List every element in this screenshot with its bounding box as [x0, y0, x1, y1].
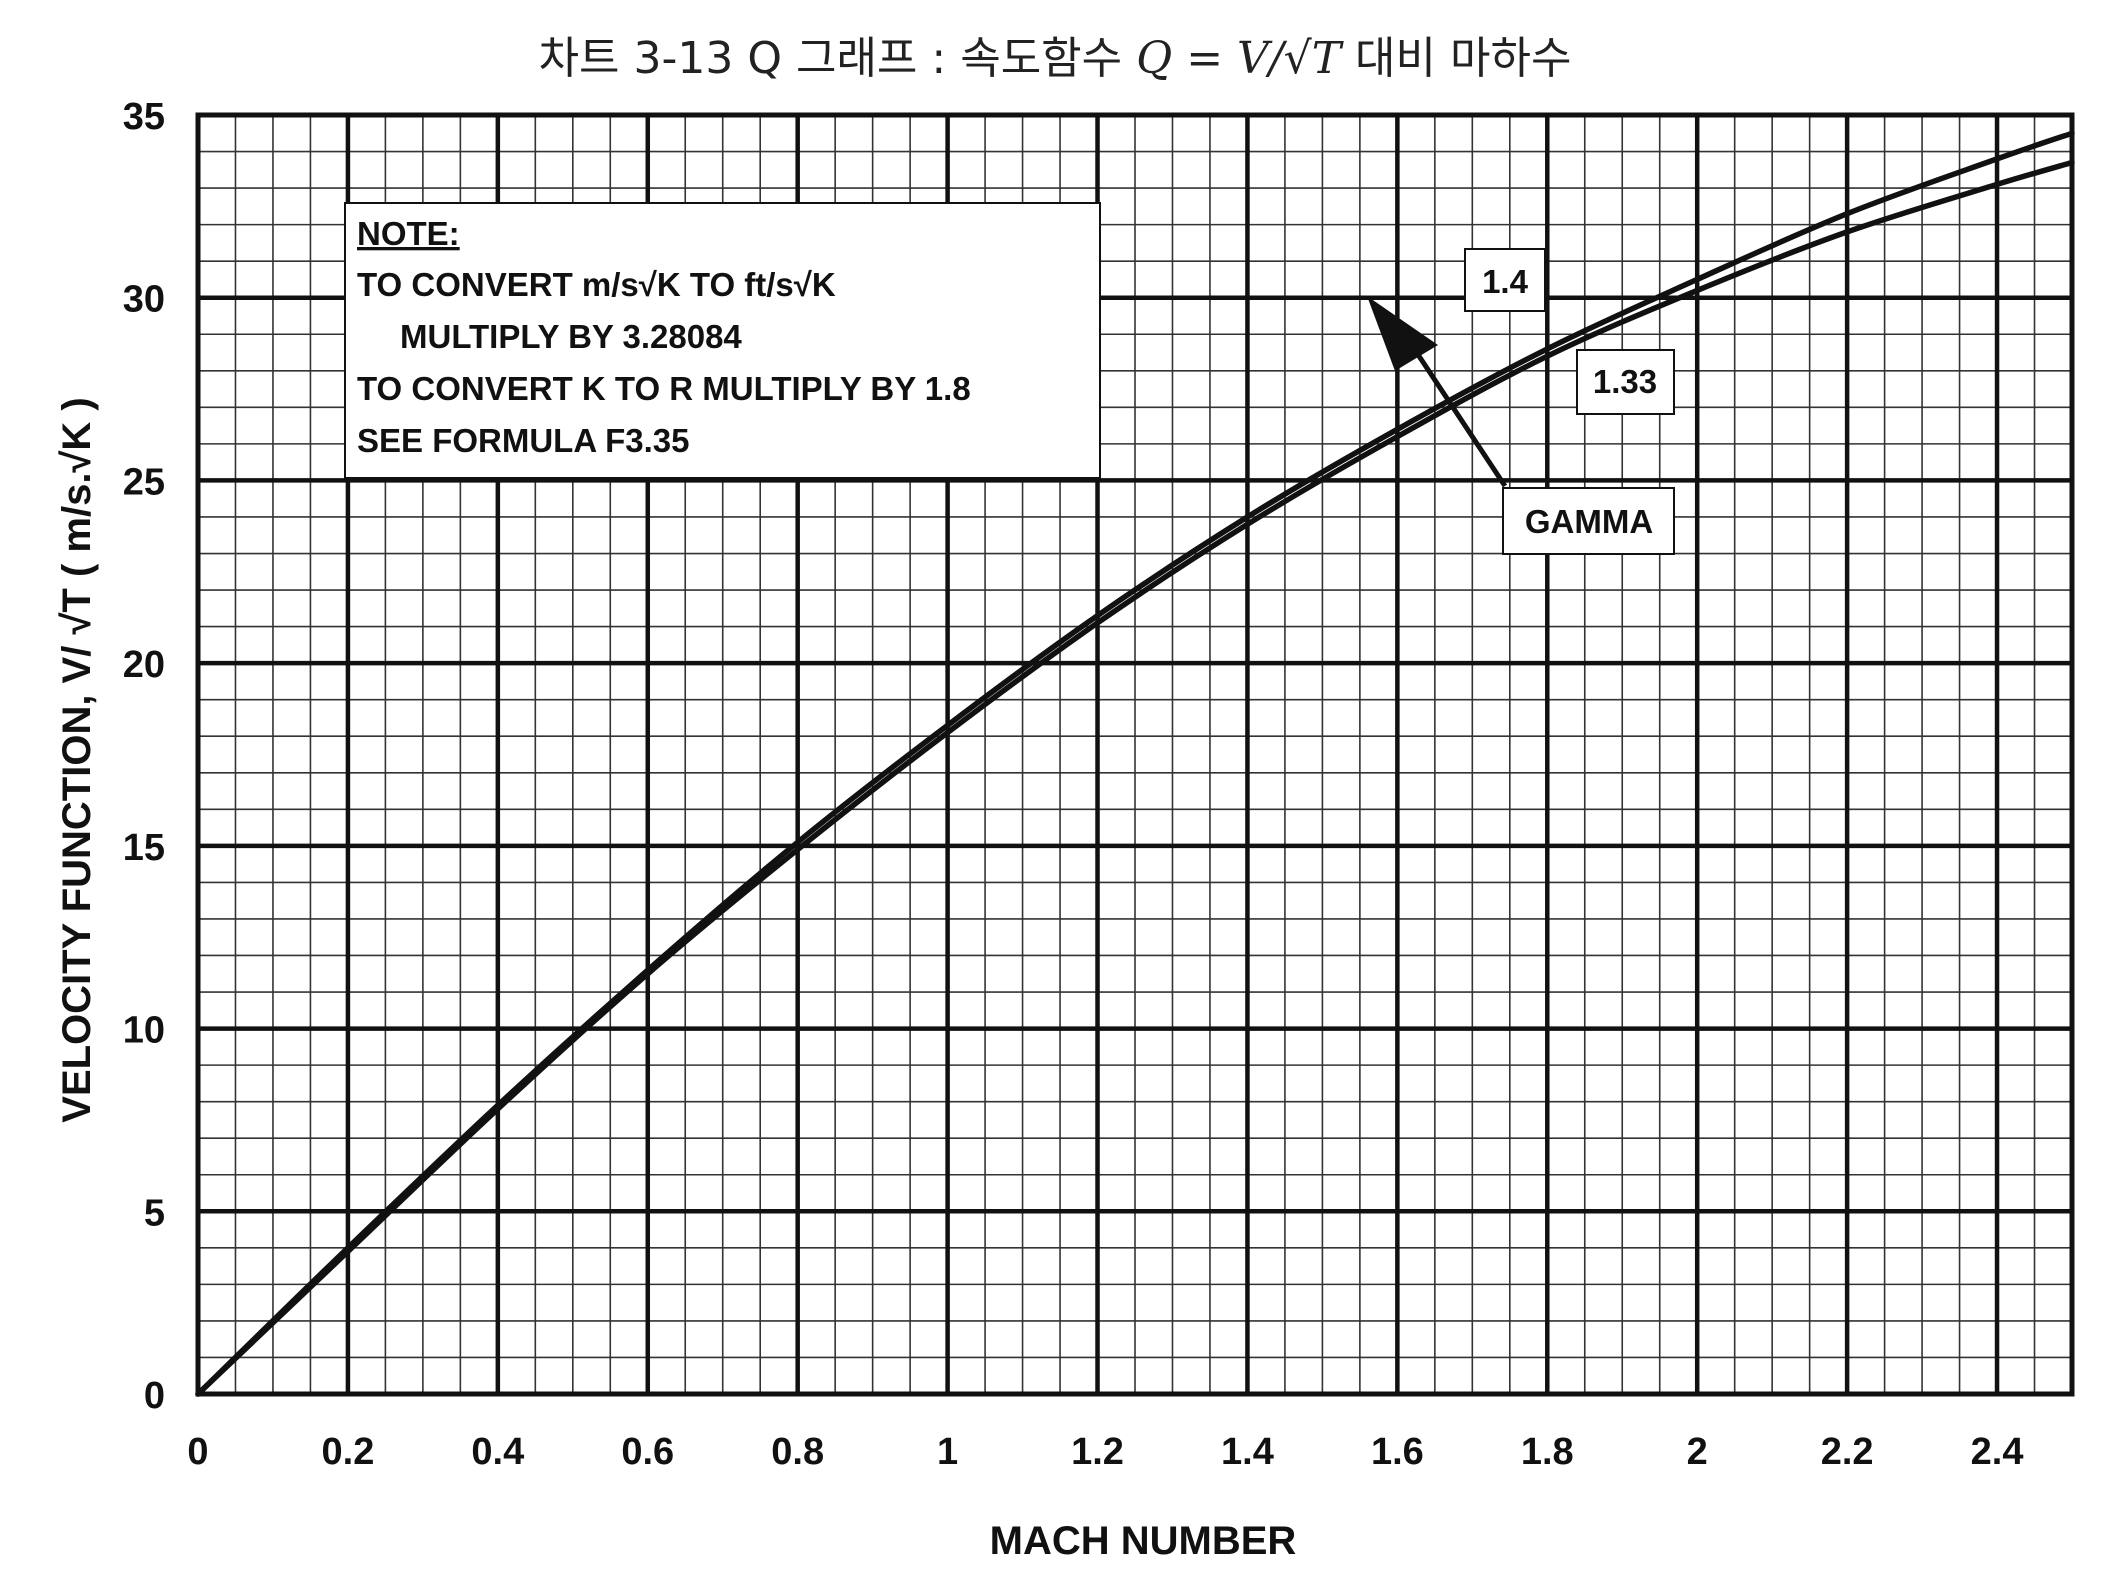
title-formula: Q = V/√T — [1136, 33, 1342, 84]
x-tick-label: 1.8 — [1521, 1431, 1574, 1473]
note-line: MULTIPLY BY 3.28084 — [400, 318, 742, 355]
x-axis-label: MACH NUMBER — [990, 1519, 1297, 1563]
y-tick-label: 15 — [123, 827, 165, 869]
x-tick-label: 2.4 — [1971, 1431, 2024, 1473]
y-tick-label: 10 — [123, 1010, 165, 1052]
y-tick-label: 20 — [123, 644, 165, 686]
x-tick-label: 0.4 — [471, 1431, 524, 1473]
gamma-label: GAMMA — [1502, 487, 1675, 555]
x-tick-label: 2 — [1687, 1431, 1708, 1473]
x-tick-labels: 0 0.2 0.4 0.6 0.8 1 1.2 1.4 1.6 1.8 2 2.2 2.4 — [187, 1431, 2023, 1473]
major-grid — [198, 115, 2072, 1394]
note-line: TO CONVERT K TO R MULTIPLY BY 1.8 — [357, 370, 971, 407]
gamma-arrow-head — [1367, 296, 1438, 371]
series-label-1-33: 1.33 — [1576, 349, 1675, 415]
gamma-label-box — [1502, 487, 1675, 555]
series-layer — [195, 130, 2075, 1397]
gamma-arrow — [1367, 296, 1508, 488]
note-line: TO CONVERT m/s√K TO ft/s√K — [357, 266, 836, 303]
x-tick-label: 0.8 — [771, 1431, 824, 1473]
y-axis-label: VELOCITY FUNCTION, V/ √T ( m/s.√K ) — [55, 397, 99, 1122]
x-tick-label: 2.2 — [1821, 1431, 1874, 1473]
series-line-1-33 — [195, 159, 2075, 1397]
x-tick-label: 0 — [187, 1431, 208, 1473]
series-label-1-33-box — [1576, 349, 1675, 415]
x-tick-label: 1 — [937, 1431, 958, 1473]
note-line: SEE FORMULA F3.35 — [357, 422, 690, 459]
series-label-1-33-text: 1.33 — [1593, 363, 1657, 400]
x-tick-label: 1.6 — [1371, 1431, 1424, 1473]
y-tick-label: 25 — [123, 461, 165, 503]
y-tick-label: 30 — [123, 279, 165, 321]
page-title: 차트 3-13 Q 그래프 : 속도함수 Q = V/√T 대비 마하수 — [0, 22, 2110, 86]
x-tick-label: 1.4 — [1221, 1431, 1274, 1473]
note-heading: NOTE: — [357, 215, 460, 252]
x-tick-label: 1.2 — [1071, 1431, 1124, 1473]
note-box-background — [344, 202, 1101, 479]
title-prefix: 차트 3-13 Q 그래프 : 속도함수 — [538, 33, 1123, 84]
series-label-1-4: 1.4 — [1464, 248, 1546, 312]
y-tick-label: 5 — [144, 1192, 165, 1234]
gamma-label-text: GAMMA — [1525, 503, 1653, 540]
x-tick-label: 0.6 — [621, 1431, 674, 1473]
title-suffix: 대비 마하수 — [1355, 33, 1572, 84]
gamma-arrow-shaft — [1412, 348, 1508, 488]
y-tick-label: 0 — [144, 1375, 165, 1417]
series-label-1-4-text: 1.4 — [1482, 263, 1529, 300]
x-tick-label: 0.2 — [322, 1431, 375, 1473]
series-label-1-4-box — [1464, 248, 1546, 312]
note-box: NOTE: TO CONVERT m/s√K TO ft/s√K MULTIPL… — [344, 202, 1101, 479]
y-tick-label: 35 — [123, 96, 165, 138]
plot-frame — [195, 112, 2075, 1397]
y-tick-labels: 0 5 10 15 20 25 30 35 — [123, 96, 165, 1417]
